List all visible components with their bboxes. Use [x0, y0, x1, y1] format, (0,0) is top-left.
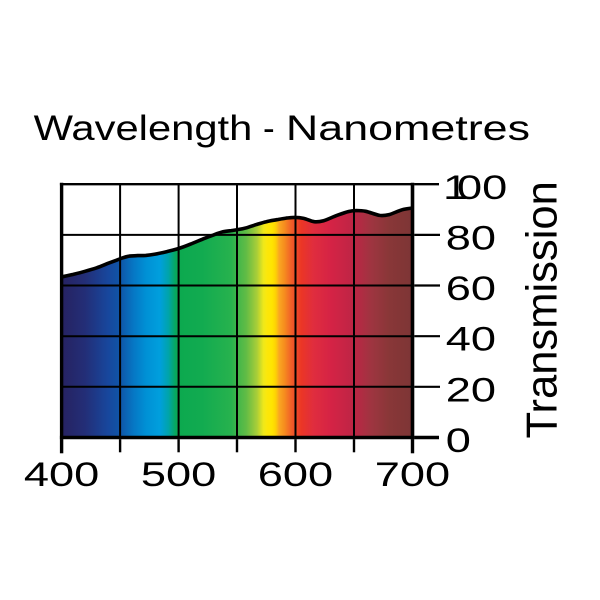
svg-text:Transmission: Transmission [519, 181, 567, 438]
svg-text:0: 0 [446, 421, 471, 460]
svg-text:40: 40 [446, 320, 496, 359]
svg-text:100: 100 [443, 168, 507, 207]
svg-text:600: 600 [258, 455, 333, 494]
svg-text:-: - [263, 109, 275, 148]
svg-text:Nanometres: Nanometres [286, 108, 530, 147]
svg-text:Wavelength: Wavelength [34, 109, 253, 148]
svg-text:400: 400 [24, 455, 99, 494]
svg-text:60: 60 [446, 269, 496, 308]
svg-text:20: 20 [446, 370, 496, 409]
svg-text:80: 80 [446, 219, 496, 258]
svg-text:500: 500 [141, 455, 216, 494]
svg-text:700: 700 [375, 455, 450, 494]
